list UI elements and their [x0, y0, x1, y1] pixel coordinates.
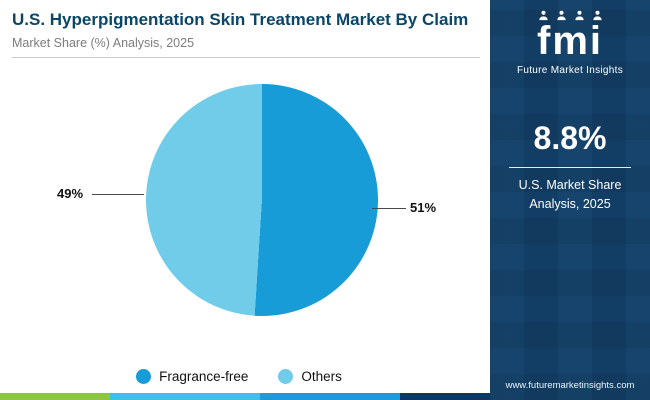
strip-segment	[260, 393, 400, 400]
logo-text: fmi	[537, 19, 603, 63]
legend-swatch-others	[278, 369, 294, 384]
pie-chart: 49% 51%	[12, 58, 490, 324]
person-icon	[556, 10, 566, 21]
footer-color-strip	[0, 393, 490, 400]
stat-value: 8.8%	[533, 120, 607, 156]
pie-label-fragrance-free: 51%	[410, 199, 437, 215]
leader-line-others	[92, 193, 144, 195]
sidebar: fmi Future Market Insights 8.8% U.S. Mar…	[490, 0, 650, 400]
header-divider	[12, 56, 480, 58]
stat-label: U.S. Market Share Analysis, 2025	[518, 178, 622, 211]
website-url: www.futuremarketinsights.com	[505, 380, 635, 391]
person-icon	[574, 10, 584, 21]
legend: Fragrance-free Others	[0, 369, 478, 384]
pie	[146, 83, 378, 316]
strip-segment	[400, 393, 490, 400]
pie-label-others: 49%	[57, 185, 84, 201]
legend-label-others: Others	[301, 369, 342, 384]
legend-label-fragrance-free: Fragrance-free	[159, 369, 249, 384]
stat-block: 8.8% U.S. Market Share Analysis, 2025	[507, 120, 633, 214]
logo-people-icons	[517, 10, 623, 21]
page-title: U.S. Hyperpigmentation Skin Treatment Ma…	[12, 10, 469, 29]
legend-item-others: Others	[278, 369, 342, 384]
fmi-logo: fmi Future Market Insights	[517, 10, 623, 76]
leader-line-fragrance-free	[372, 207, 406, 209]
person-icon	[592, 10, 602, 21]
legend-item-fragrance-free: Fragrance-free	[136, 369, 248, 384]
strip-segment	[0, 393, 110, 400]
chart-panel: U.S. Hyperpigmentation Skin Treatment Ma…	[0, 10, 490, 400]
strip-segment	[110, 393, 260, 400]
stat-divider	[509, 167, 631, 168]
logo-subtext: Future Market Insights	[516, 65, 624, 76]
chart-subtitle: Market Share (%) Analysis, 2025	[12, 35, 195, 50]
legend-swatch-fragrance-free	[136, 369, 152, 384]
person-icon	[538, 10, 548, 21]
